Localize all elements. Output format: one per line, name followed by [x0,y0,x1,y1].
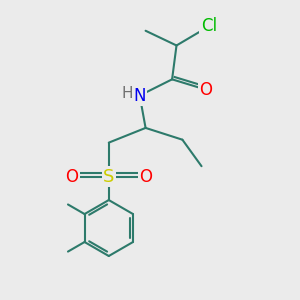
Text: O: O [65,167,79,185]
Text: S: S [103,167,115,185]
Text: H: H [122,86,133,101]
Text: O: O [139,167,152,185]
Text: N: N [134,86,146,104]
Text: O: O [200,81,212,99]
Text: Cl: Cl [201,17,217,35]
